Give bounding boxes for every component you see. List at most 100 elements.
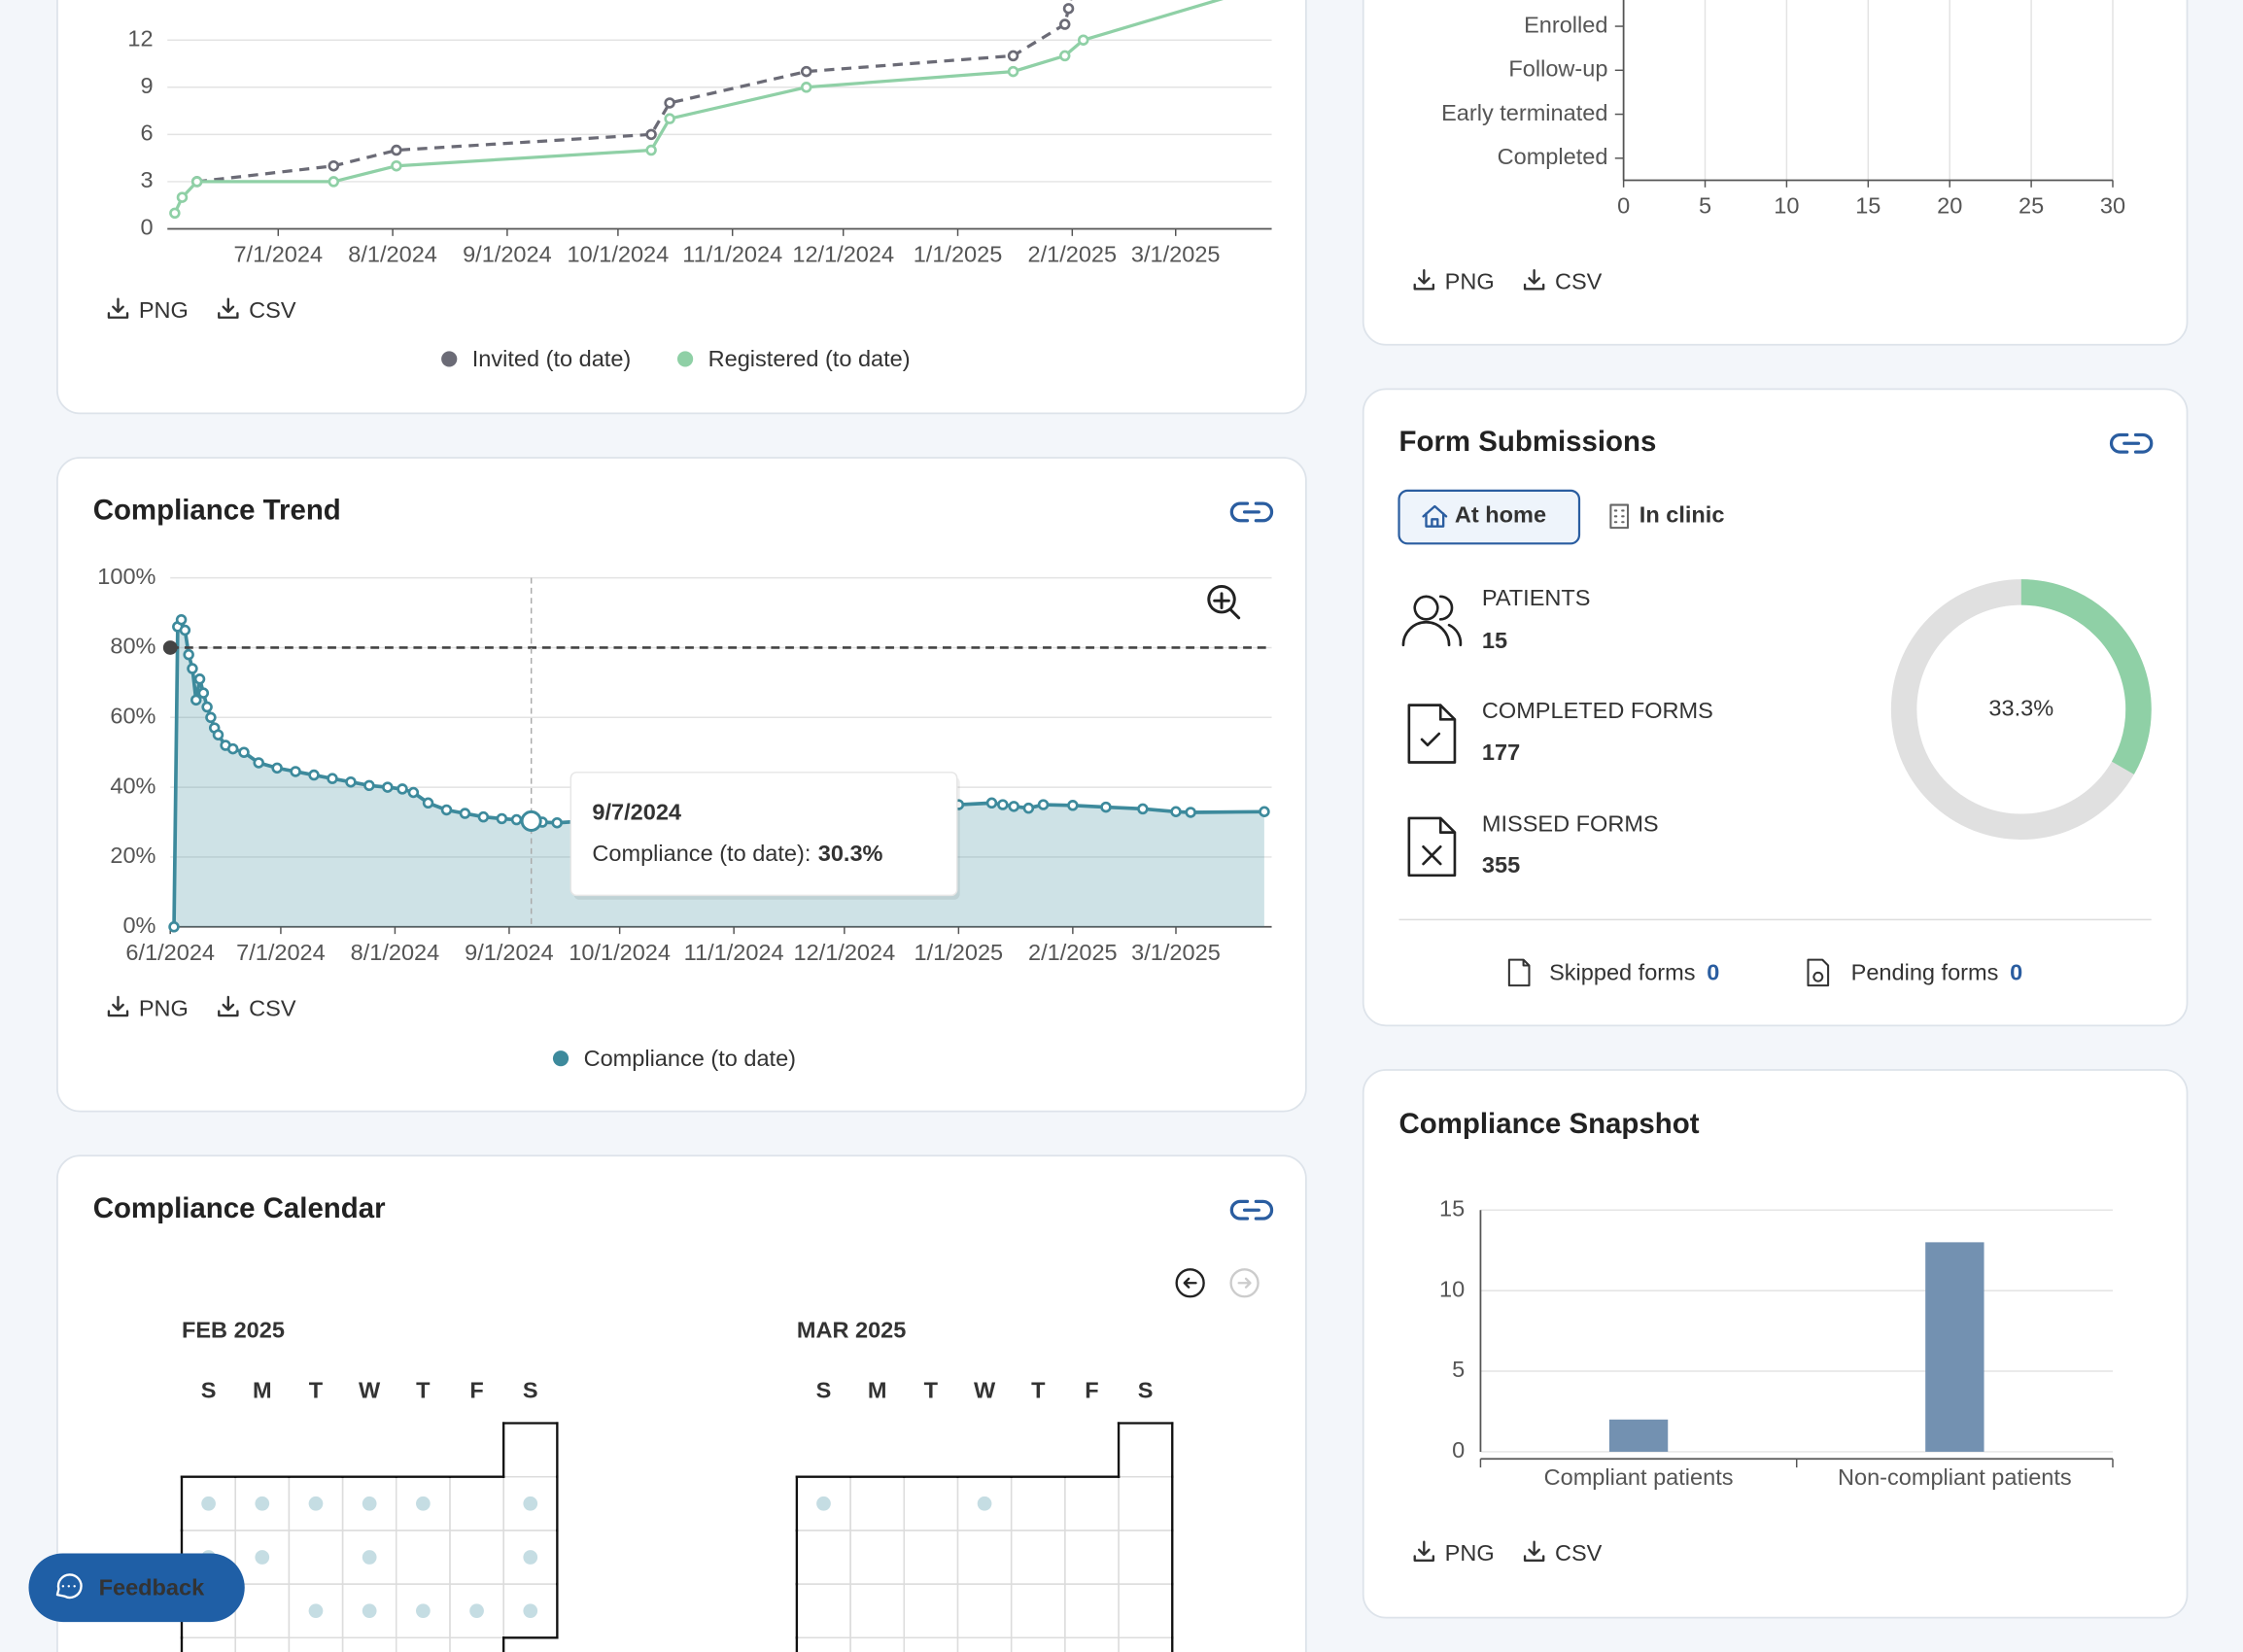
compliance-day-dot xyxy=(308,1496,324,1511)
month-title: MAR 2025 xyxy=(797,1318,906,1343)
tooltip-value: 30.3% xyxy=(818,841,883,866)
compliance-day-dot xyxy=(977,1496,992,1511)
donut-label: 33.3% xyxy=(1988,695,2053,720)
footer-icon xyxy=(1807,958,1830,987)
x-tick-label: 5 xyxy=(1699,193,1711,219)
card-title: Compliance Calendar xyxy=(93,1192,386,1224)
x-tick-label: 10/1/2024 xyxy=(568,242,670,267)
feedback-button[interactable]: Feedback xyxy=(28,1553,245,1623)
point xyxy=(1022,802,1035,814)
export-button[interactable]: CSV xyxy=(218,995,296,1020)
point xyxy=(800,65,812,78)
point xyxy=(1170,806,1182,817)
point xyxy=(397,783,408,795)
stat-icon xyxy=(1401,595,1463,647)
feedback-label: Feedback xyxy=(99,1574,205,1600)
point xyxy=(345,775,357,788)
x-tick-label: 0 xyxy=(1617,193,1630,219)
stat-value: 355 xyxy=(1482,852,1520,878)
x-tick-label: 25 xyxy=(2019,193,2044,219)
export-label: PNG xyxy=(139,297,189,323)
point xyxy=(197,687,210,699)
legend-label: Invited (to date) xyxy=(472,346,632,371)
x-tick-label: Compliant patients xyxy=(1544,1464,1734,1490)
tab[interactable]: In clinic xyxy=(1609,502,1724,530)
point xyxy=(510,813,523,826)
tooltip-body: Compliance (to date): 30.3% xyxy=(592,841,882,866)
point xyxy=(328,159,340,172)
export-label: PNG xyxy=(1445,1540,1495,1566)
export-label: CSV xyxy=(249,995,296,1020)
y-tick-label: Enrolled xyxy=(1524,12,1607,37)
zoom-button[interactable] xyxy=(1207,584,1241,620)
compliance-day-dot xyxy=(469,1603,484,1619)
y-tick-label: Completed xyxy=(1498,144,1608,169)
weekday-label: M xyxy=(253,1377,272,1402)
link-button[interactable] xyxy=(1229,501,1274,523)
compliance-day-dot xyxy=(523,1496,538,1511)
x-tick-label: 9/1/2024 xyxy=(463,242,552,267)
point xyxy=(1007,50,1019,62)
compliance-day-dot xyxy=(816,1496,831,1511)
donut-arc xyxy=(1890,579,2152,840)
tooltip-box xyxy=(569,772,958,897)
export-label: PNG xyxy=(139,995,189,1020)
point xyxy=(551,817,563,829)
export-button[interactable]: PNG xyxy=(107,995,189,1020)
export-button[interactable]: PNG xyxy=(107,297,189,323)
point xyxy=(645,144,657,156)
card-title: Compliance Snapshot xyxy=(1399,1108,1700,1140)
x-tick-label: 20 xyxy=(1937,193,1962,219)
tab-label: At home xyxy=(1455,502,1546,528)
stat-value: 177 xyxy=(1482,740,1520,765)
point xyxy=(187,663,198,674)
y-tick-label: 5 xyxy=(1452,1357,1465,1382)
compliance-day-dot xyxy=(255,1550,270,1565)
calendar-next[interactable] xyxy=(1229,1268,1260,1298)
footer-item: Pending forms 0 xyxy=(1851,960,2023,985)
point xyxy=(1137,803,1149,815)
download-icon xyxy=(1413,1540,1435,1562)
point xyxy=(212,729,224,740)
link-button[interactable] xyxy=(1229,1199,1274,1221)
point xyxy=(800,82,812,93)
export-button[interactable]: CSV xyxy=(1523,1540,1603,1566)
export-button[interactable]: PNG xyxy=(1413,1540,1495,1566)
stat-label: COMPLETED FORMS xyxy=(1482,698,1713,723)
point xyxy=(391,144,402,156)
footer-icon xyxy=(1507,958,1531,987)
compliance-day-dot xyxy=(362,1603,377,1619)
enrollment-card xyxy=(56,0,1307,415)
footer-label: Pending forms xyxy=(1851,960,1999,985)
y-tick-label: 0 xyxy=(140,215,153,240)
point xyxy=(190,694,202,706)
point xyxy=(496,812,508,825)
point xyxy=(1077,34,1089,46)
weekday-label: M xyxy=(868,1377,887,1402)
y-tick-label: 0 xyxy=(1452,1437,1465,1463)
link-button[interactable] xyxy=(2109,432,2154,454)
download-icon xyxy=(218,297,239,319)
download-icon xyxy=(107,995,129,1017)
building-icon xyxy=(1609,503,1630,530)
calendar-prev[interactable] xyxy=(1175,1268,1205,1298)
point xyxy=(308,769,320,781)
card-title: Compliance Trend xyxy=(93,495,341,527)
month-title: FEB 2025 xyxy=(182,1318,285,1343)
point xyxy=(327,773,338,784)
y-tick-label: 0% xyxy=(122,912,155,938)
export-button[interactable]: PNG xyxy=(1413,269,1495,294)
x-tick-label: 2/1/2025 xyxy=(1028,242,1118,267)
point xyxy=(168,921,180,933)
export-button[interactable]: CSV xyxy=(1523,269,1603,294)
export-button[interactable]: CSV xyxy=(218,297,296,323)
weekday-label: F xyxy=(469,1377,483,1402)
tab-active xyxy=(1398,489,1581,545)
point xyxy=(1058,18,1071,30)
x-tick-label: 15 xyxy=(1855,193,1881,219)
tab[interactable]: At home xyxy=(1398,489,1581,545)
zoom-icon xyxy=(1207,584,1241,620)
point xyxy=(169,207,181,220)
point xyxy=(645,128,657,141)
